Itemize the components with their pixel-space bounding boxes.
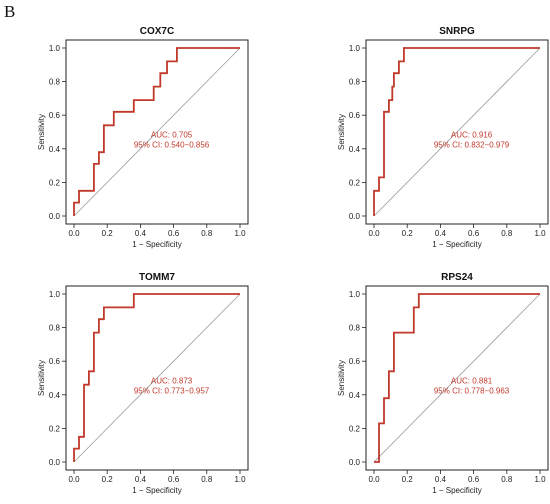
plot-3-ytick-label: 0.8 (49, 324, 61, 333)
panel-letter: B (4, 2, 16, 21)
plot-2-xtick-label: 0.2 (402, 229, 414, 238)
plot-2-roc-curve (373, 47, 540, 216)
plot-2-xtick-label: 0.0 (368, 229, 380, 238)
plot-3-xtick-label: 0.8 (201, 475, 213, 484)
plot-1-ytick-label: 0.0 (49, 212, 61, 221)
plot-4-xtick-label: 0.2 (402, 475, 414, 484)
plot-1-ylabel: Sensitivity (37, 114, 46, 150)
plot-3-xtick-label: 0.0 (68, 475, 80, 484)
plot-3-ytick-label: 0.6 (49, 357, 61, 366)
plot-1-xtick-label: 0.8 (201, 229, 213, 238)
plot-1-xtick-label: 0.6 (168, 229, 180, 238)
plot-3-ytick-label: 0.0 (49, 458, 61, 467)
plot-1-ci-text: 95% CI: 0.540−0.856 (134, 141, 210, 150)
plot-3-xtick-label: 1.0 (234, 475, 246, 484)
plot-1-xtick-label: 0.0 (68, 229, 80, 238)
plot-1-ytick-label: 0.6 (49, 111, 61, 120)
plot-2-ci-text: 95% CI: 0.832−0.979 (434, 141, 510, 150)
plot-1-xlabel: 1 − Specificity (132, 240, 182, 249)
plot-4-xtick-label: 1.0 (534, 475, 546, 484)
plot-2-diagonal-line (373, 47, 541, 217)
plot-4-ytick-label: 0.4 (349, 391, 361, 400)
plot-2-ytick-label: 0.0 (349, 212, 361, 221)
plot-2-xlabel: 1 − Specificity (432, 240, 482, 249)
plot-2-ytick-label: 0.8 (349, 78, 361, 87)
plot-1-ytick-label: 1.0 (49, 44, 61, 53)
plot-1-ytick-label: 0.2 (49, 178, 61, 187)
plot-4-frame (365, 285, 549, 471)
plot-4-roc-curve (374, 293, 540, 463)
plot-3-xtick-label: 0.6 (168, 475, 180, 484)
plot-3-ytick-label: 0.4 (49, 391, 61, 400)
plot-2-xtick-label: 0.4 (435, 229, 447, 238)
plot-4-ytick-label: 1.0 (349, 290, 361, 299)
plot-1-xtick-label: 0.2 (102, 229, 114, 238)
plot-3-ylabel: Sensitivity (37, 360, 46, 396)
plot-1-roc-curve (73, 47, 240, 216)
plot-3-xtick-label: 0.2 (102, 475, 114, 484)
plot-1-title: COX7C (140, 26, 174, 37)
plot-1-ytick-label: 0.4 (49, 145, 61, 154)
plot-3-ytick-label: 1.0 (49, 290, 61, 299)
plot-4-xtick-label: 0.4 (435, 475, 447, 484)
plot-3-frame (65, 285, 249, 471)
plot-3-xlabel: 1 − Specificity (132, 486, 182, 495)
plot-4-xtick-label: 0.0 (368, 475, 380, 484)
plot-1-ytick-label: 0.8 (49, 78, 61, 87)
plot-1-xtick-label: 0.4 (135, 229, 147, 238)
plot-4-ytick-label: 0.8 (349, 324, 361, 333)
plot-4-auc-text: AUC: 0.881 (451, 377, 493, 386)
plot-4-ylabel: Sensitivity (337, 360, 346, 396)
plot-1-diagonal-line (73, 47, 241, 217)
plot-1-auc-text: AUC: 0.705 (151, 131, 193, 140)
plot-4-ytick-label: 0.6 (349, 357, 361, 366)
plot-3-ci-text: 95% CI: 0.773−0.957 (134, 387, 210, 396)
plot-4-ytick-label: 0.2 (349, 424, 361, 433)
plot-3-auc-text: AUC: 0.873 (151, 377, 193, 386)
plot-1-xtick-label: 1.0 (234, 229, 246, 238)
plot-2-xtick-label: 0.6 (468, 229, 480, 238)
plot-3-title: TOMM7 (139, 272, 175, 283)
plot-4-xtick-label: 0.6 (468, 475, 480, 484)
plot-4-ci-text: 95% CI: 0.778−0.963 (434, 387, 510, 396)
plot-3-diagonal-line (73, 293, 241, 463)
plot-2-xtick-label: 1.0 (534, 229, 546, 238)
plot-2-ytick-label: 0.4 (349, 145, 361, 154)
plot-3-xtick-label: 0.4 (135, 475, 147, 484)
plot-2-xtick-label: 0.8 (501, 229, 513, 238)
plot-4-diagonal-line (373, 293, 541, 463)
plot-2-auc-text: AUC: 0.916 (451, 131, 493, 140)
plot-2-title: SNRPG (439, 26, 475, 37)
plot-2-ylabel: Sensitivity (337, 114, 346, 150)
plot-4-xlabel: 1 − Specificity (432, 486, 482, 495)
plot-2-ytick-label: 1.0 (349, 44, 361, 53)
plot-4-ytick-label: 0.0 (349, 458, 361, 467)
plot-2-ytick-label: 0.2 (349, 178, 361, 187)
plot-3-roc-curve (73, 293, 240, 462)
plot-4-xtick-label: 0.8 (501, 475, 513, 484)
plot-3-ytick-label: 0.2 (49, 424, 61, 433)
plot-1-frame (65, 39, 249, 225)
plot-2-ytick-label: 0.6 (349, 111, 361, 120)
plot-2-frame (365, 39, 549, 225)
plot-4-title: RPS24 (441, 272, 473, 283)
